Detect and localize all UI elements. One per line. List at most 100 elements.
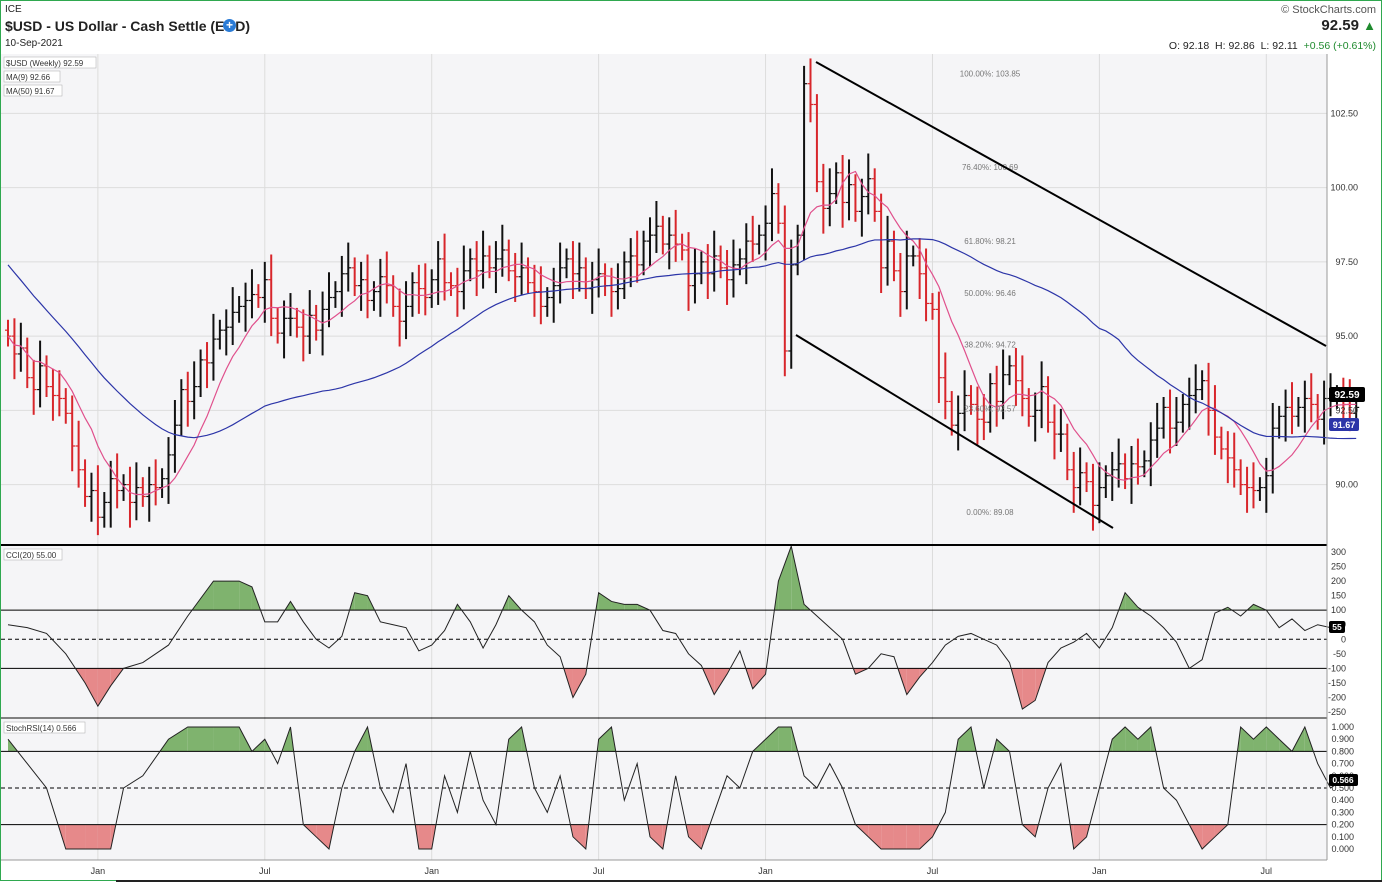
- cci-legend: CCI(20) 55.00: [6, 551, 57, 560]
- cci-panel-bg: [1, 546, 1327, 717]
- ma50-legend-box: [3, 84, 63, 97]
- price-tick-label: 97.50: [1335, 257, 1358, 267]
- reference-lines: [1, 609, 1327, 826]
- fib-level-label: 76.40%: 100.69: [962, 163, 1019, 172]
- stochrsi-fill: [598, 727, 612, 752]
- y-axis-labels: 90.00 92.50 95.00 97.50 100.00 102.50 300 250 20…: [1328, 108, 1358, 854]
- stochrsi-tick-label: 0.400: [1331, 795, 1354, 805]
- stochrsi-tick-label: 0.200: [1331, 820, 1354, 830]
- stochrsi-tick-label: 0.700: [1331, 759, 1354, 769]
- indicator-lines: [7, 170, 1357, 851]
- stochrsi-fill: [316, 824, 329, 849]
- x-axis-labels: Jan Jul Jan Jul Jan Jul Jan Jul: [91, 866, 1272, 876]
- cci-tick-label: 100: [1331, 605, 1346, 615]
- x-tick-label: Jul: [593, 866, 605, 876]
- stochrsi-fill: [919, 824, 933, 849]
- x-tick-label: Jan: [424, 866, 439, 876]
- ohlc-readout: O: 92.18 H: 92.86 L: 92.11 +0.56 (+0.61%…: [1169, 40, 1376, 52]
- ma9-legend-box: [3, 70, 61, 83]
- channel-upper-line[interactable]: [815, 61, 1327, 347]
- copyright-label: © StockCharts.com: [1281, 4, 1376, 16]
- stochrsi-tick-label: 0.800: [1331, 746, 1354, 756]
- fibonacci-levels: 100.00%: 103.85 76.40%: 100.69 61.80%: 98.…: [960, 69, 1021, 517]
- x-tick-label: Jul: [1261, 866, 1273, 876]
- stochrsi-fill: [168, 727, 188, 752]
- last-price-value: 92.59: [1321, 17, 1359, 34]
- fib-level-label: 23.60%: 92.57: [964, 404, 1016, 413]
- last-price-tag-text: 92.59: [1334, 390, 1359, 401]
- last-price: 92.59 ▲: [1321, 17, 1376, 34]
- stochrsi-fill: [688, 824, 702, 849]
- ma9-legend: MA(9) 92.66: [6, 73, 51, 82]
- cci-fill: [85, 668, 98, 707]
- price-tick-label: 92.50: [1335, 405, 1358, 415]
- stochrsi-fill: [906, 824, 920, 849]
- x-tick-label: Jul: [927, 866, 939, 876]
- stochrsi-tick-label: 0.000: [1331, 844, 1354, 854]
- stochrsi-fill: [958, 727, 971, 752]
- cci-tick-label: 0: [1341, 634, 1346, 644]
- ma50-tag: [1329, 418, 1359, 431]
- cci-tag: [1329, 621, 1345, 633]
- cci-tick-label: 150: [1331, 591, 1346, 601]
- cci-tag-text: 55: [1332, 622, 1342, 632]
- stochrsi-fill: [508, 727, 522, 752]
- price-tick-label: 90.00: [1335, 480, 1358, 490]
- cci-fill: [906, 668, 920, 695]
- cci-tick-label: -50: [1333, 649, 1346, 659]
- cci-legend-box: [3, 548, 63, 561]
- up-arrow-icon: ▲: [1363, 18, 1376, 33]
- stochrsi-fill: [1125, 727, 1138, 752]
- stochrsi-tick-label: 1.000: [1331, 722, 1354, 732]
- ma50-line: [7, 238, 1357, 440]
- symbol-title: $USD - US Dollar - Cash Settle (EOD): [5, 18, 251, 34]
- x-tick-label: Jan: [758, 866, 773, 876]
- high-value: H: 92.86: [1215, 40, 1255, 52]
- cci-fill: [97, 668, 111, 707]
- stochrsi-fill: [187, 727, 214, 752]
- price-legend-box: [3, 56, 97, 69]
- change-value: +0.56 (+0.61%): [1303, 40, 1376, 52]
- price-legend: $USD (Weekly) 92.59: [6, 59, 84, 68]
- cci-fill: [239, 581, 252, 611]
- cci-fill: [213, 581, 240, 611]
- ma50-legend: MA(50) 91.67: [6, 87, 55, 96]
- cci-fill: [508, 595, 522, 611]
- stochrsi-fill: [97, 824, 111, 849]
- stochrsi-fill: [1202, 824, 1215, 849]
- price-panel-bg: [1, 54, 1327, 544]
- cci-tick-label: -250: [1328, 707, 1346, 717]
- add-symbol-button[interactable]: +: [223, 19, 236, 32]
- stochrsi-fill: [650, 824, 663, 849]
- stochrsi-fill: [572, 824, 586, 849]
- stochrsi-tick-label: 0.900: [1331, 734, 1354, 744]
- fib-level-label: 38.20%: 94.72: [964, 340, 1016, 349]
- cci-line: [7, 544, 1344, 710]
- grid-lines: [1, 54, 1327, 860]
- price-tick-label: 100.00: [1330, 183, 1358, 193]
- cci-fill: [752, 668, 766, 689]
- cci-tick-label: 200: [1331, 576, 1346, 586]
- stochrsi-tag-text: 0.566: [1332, 775, 1354, 785]
- price-tick-label: 95.00: [1335, 331, 1358, 341]
- chart-date: 10-Sep-2021: [5, 38, 63, 49]
- cci-fill: [611, 601, 625, 611]
- x-tick-label: Jul: [259, 866, 271, 876]
- cci-tick-label: -150: [1328, 678, 1346, 688]
- stochrsi-fill: [1073, 824, 1087, 849]
- stochrsi-fill: [881, 824, 894, 849]
- cci-tick-label: -100: [1328, 663, 1346, 673]
- stochrsi-tag: [1329, 774, 1358, 786]
- stochrsi-legend-box: [3, 721, 86, 734]
- chart-header: ICE $USD - US Dollar - Cash Settle (EOD)…: [0, 0, 1384, 54]
- stochrsi-tick-label: 0.300: [1331, 807, 1354, 817]
- channel-lower-line[interactable]: [795, 334, 1114, 529]
- cci-fill: [598, 592, 612, 611]
- cci-fill: [714, 668, 728, 695]
- stochrsi-tick-label: 0.100: [1331, 832, 1354, 842]
- ma9-line: [7, 170, 1357, 496]
- stochrsi-fill: [65, 824, 86, 849]
- open-value: O: 92.18: [1168, 40, 1210, 52]
- stochrsi-fill: [778, 727, 792, 752]
- fib-level-label: 61.80%: 98.21: [964, 237, 1016, 246]
